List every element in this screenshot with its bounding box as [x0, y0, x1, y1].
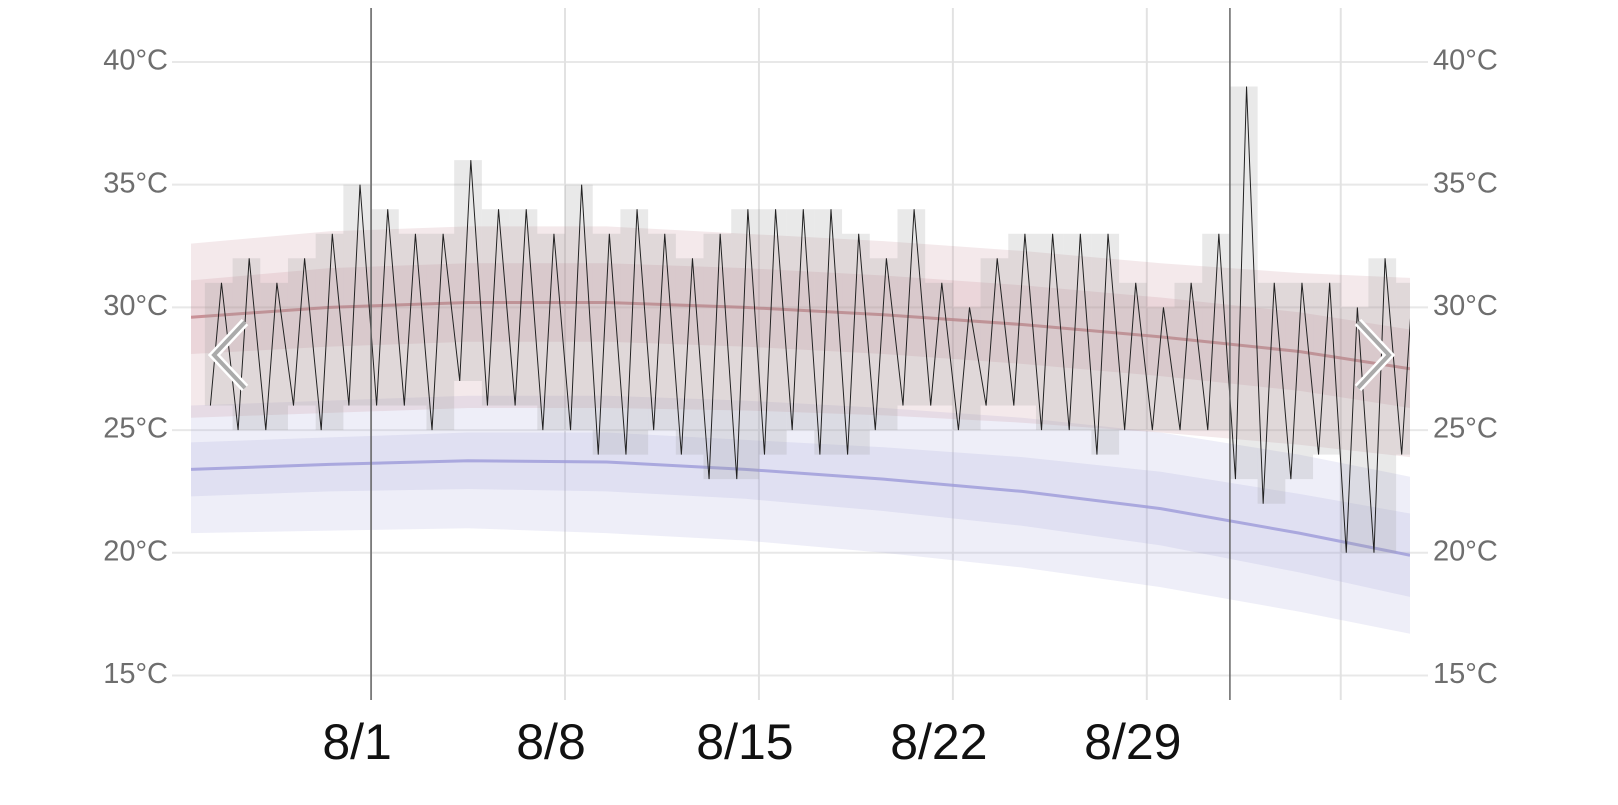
day-range [731, 209, 759, 480]
day-range [1146, 307, 1175, 431]
day-range [648, 233, 676, 431]
day-range [1174, 282, 1203, 431]
day-range [1396, 282, 1410, 455]
axes: 15°C 15°C 20°C 20°C 25°C 25°C 30°C 30°C 35°C 35°C… [103, 8, 1498, 770]
day-range [426, 233, 455, 431]
y2-tick-label: 20°C [1433, 535, 1498, 567]
normal-high-band [191, 263, 1410, 408]
day-range [343, 184, 372, 406]
day-range [454, 160, 482, 381]
day-range [287, 258, 316, 406]
day-range [980, 258, 1009, 406]
day-range [260, 282, 288, 431]
day-range [952, 307, 981, 431]
plot-area [191, 86, 1410, 634]
y2-tick-label: 40°C [1433, 45, 1498, 77]
day-range [315, 233, 344, 431]
x-tick-label: 8/1 [322, 714, 392, 770]
y2-tick-label: 30°C [1433, 290, 1498, 322]
day-range [1119, 282, 1147, 431]
day-range [481, 209, 510, 406]
day-range [592, 233, 621, 455]
day-range [758, 209, 787, 455]
day-range [869, 258, 898, 431]
y-tick-label: 40°C [103, 45, 168, 77]
y2-tick-label: 15°C [1433, 658, 1498, 690]
y-tick-label: 30°C [103, 290, 168, 322]
next-arrow[interactable] [1356, 320, 1392, 390]
x-tick-label: 8/15 [696, 714, 793, 770]
prev-arrow[interactable] [211, 320, 247, 390]
day-range [1340, 307, 1369, 553]
y-tick-label: 20°C [103, 535, 168, 567]
day-range [565, 184, 593, 431]
day-range [1257, 282, 1286, 504]
x-tick-label: 8/22 [890, 714, 987, 770]
day-range [1091, 233, 1120, 455]
y2-tick-label: 25°C [1433, 413, 1498, 445]
day-range [232, 258, 261, 431]
day-range [1313, 282, 1341, 455]
day-range [814, 209, 843, 455]
day-range [509, 209, 538, 406]
day-range [620, 209, 649, 455]
day-range [371, 209, 399, 406]
normal-low-band [191, 395, 1410, 634]
day-range [1008, 233, 1036, 406]
day-range [537, 233, 566, 431]
day-range [675, 258, 704, 455]
y-tick-label: 35°C [103, 167, 168, 199]
x-tick-label: 8/29 [1084, 714, 1181, 770]
day-range [703, 233, 732, 480]
day-range [1229, 86, 1258, 480]
normal-low-band [191, 432, 1410, 597]
y-tick-label: 25°C [103, 413, 168, 445]
day-range [1285, 282, 1314, 480]
day-range [398, 233, 427, 406]
day-range [842, 233, 870, 455]
day-range [897, 209, 926, 406]
y2-tick-label: 35°C [1433, 167, 1498, 199]
temperature-trace [209, 86, 1410, 553]
day-range [1035, 233, 1064, 431]
x-tick-label: 8/8 [516, 714, 586, 770]
y-tick-label: 15°C [103, 658, 168, 690]
day-range [1063, 233, 1092, 431]
grid [172, 8, 1428, 700]
day-range [1368, 258, 1397, 553]
day-range [786, 209, 815, 431]
